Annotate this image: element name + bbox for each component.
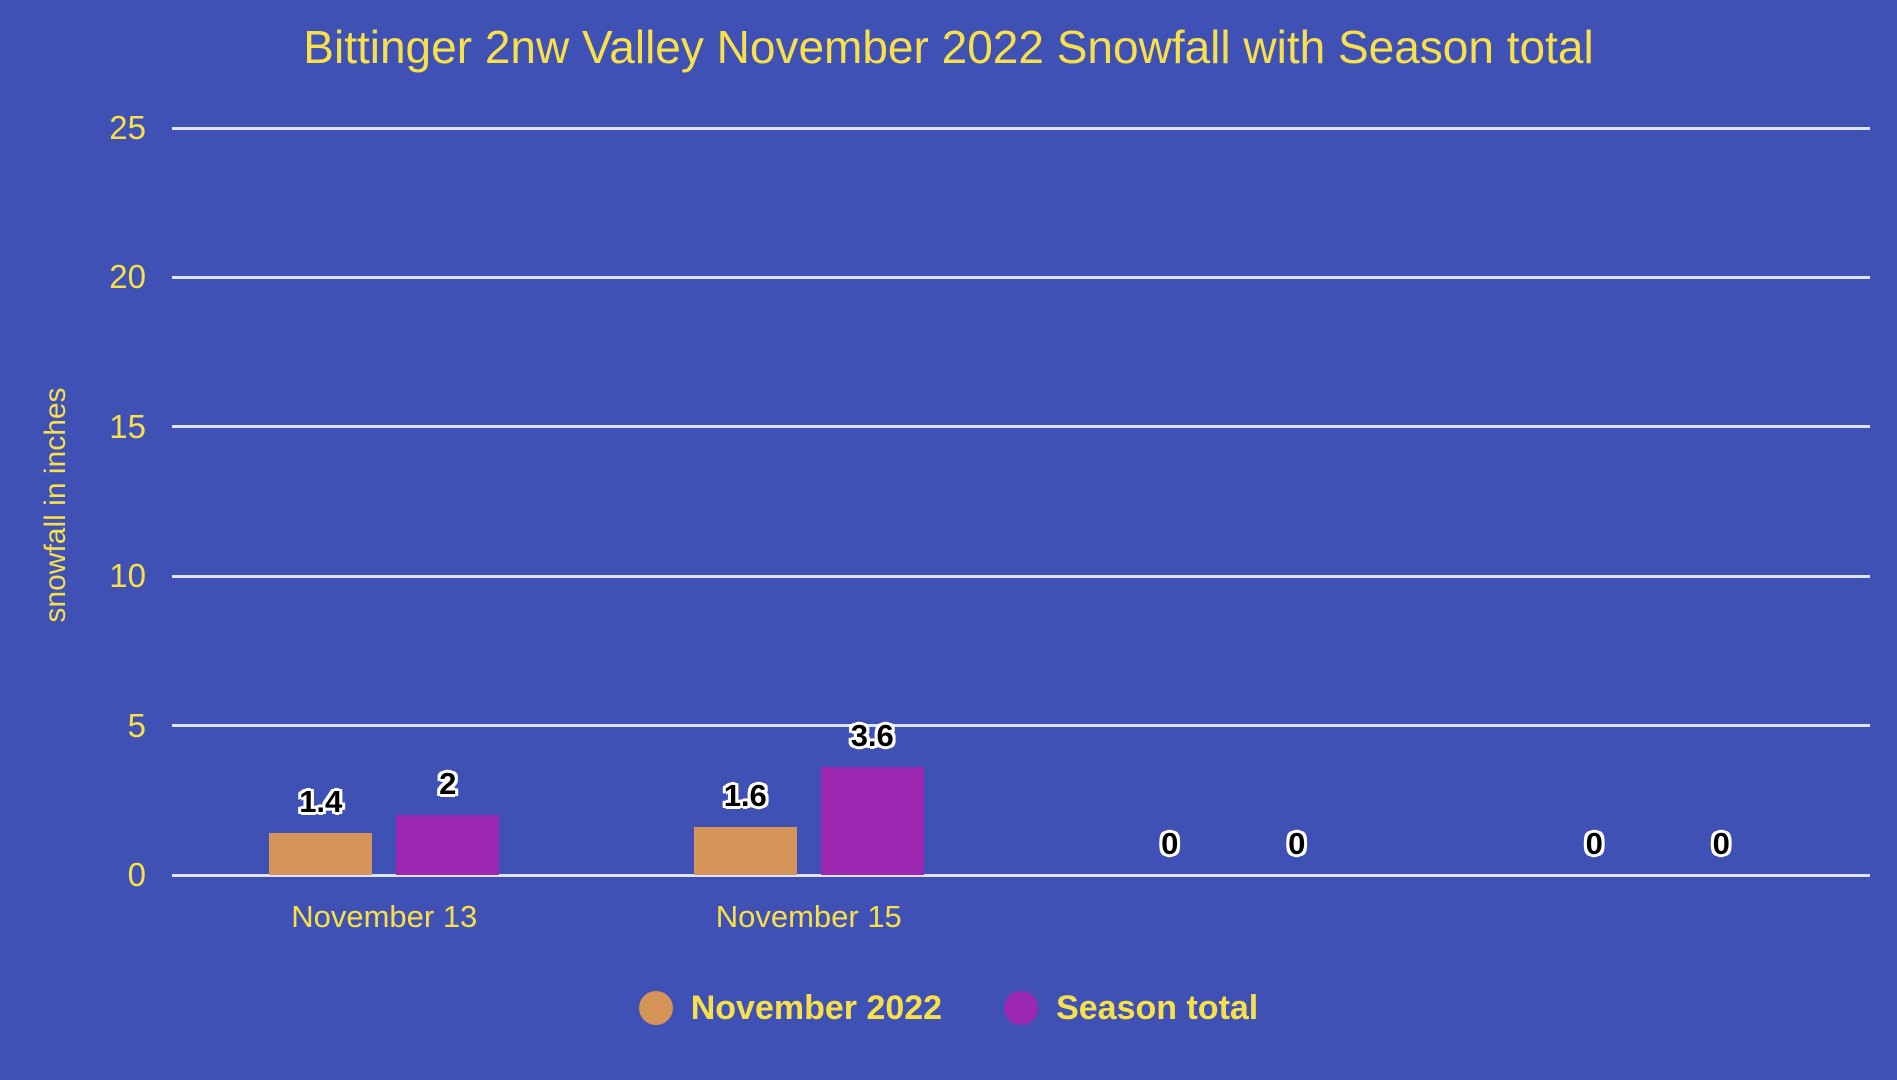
legend-label: Season total bbox=[1056, 988, 1259, 1027]
y-tick-label: 25 bbox=[109, 109, 146, 146]
y-tick-label: 10 bbox=[109, 557, 146, 595]
data-label: 1.4 bbox=[299, 784, 343, 820]
x-category-label: November 13 bbox=[291, 899, 478, 934]
bar-season-total bbox=[396, 815, 500, 875]
legend-item-november-2022: November 2022 bbox=[638, 988, 943, 1028]
data-label: 2 bbox=[439, 766, 457, 802]
chart-title: Bittinger 2nw Valley November 2022 Snowf… bbox=[303, 21, 1594, 73]
legend-label: November 2022 bbox=[690, 988, 943, 1027]
y-tick-label: 0 bbox=[127, 856, 146, 893]
bar-season-total bbox=[820, 767, 924, 875]
gridline-0 bbox=[172, 873, 1870, 877]
bar-november-2022 bbox=[693, 827, 797, 875]
gridline-5 bbox=[172, 724, 1870, 728]
data-label: 0 bbox=[1712, 826, 1730, 861]
y-tick-label: 5 bbox=[127, 706, 146, 744]
bar-november-2022 bbox=[269, 833, 373, 875]
gridline-20 bbox=[172, 275, 1870, 279]
gridline-25 bbox=[172, 126, 1870, 130]
data-label: 0 bbox=[1585, 826, 1603, 861]
legend: November 2022 Season total bbox=[0, 984, 1897, 1032]
data-label: 0 bbox=[1288, 826, 1306, 861]
gridline-15 bbox=[172, 425, 1870, 429]
data-label: 1.6 bbox=[723, 778, 767, 814]
legend-swatch-november-2022 bbox=[638, 991, 673, 1025]
x-category-label: November 15 bbox=[715, 899, 902, 934]
y-tick-label: 20 bbox=[109, 258, 146, 296]
gridline-10 bbox=[172, 574, 1870, 578]
data-label: 3.6 bbox=[850, 718, 894, 754]
y-tick-label: 15 bbox=[109, 407, 146, 445]
legend-swatch-season-total bbox=[1004, 991, 1039, 1025]
legend-item-season-total: Season total bbox=[1004, 989, 1258, 1028]
data-label: 0 bbox=[1161, 826, 1179, 861]
